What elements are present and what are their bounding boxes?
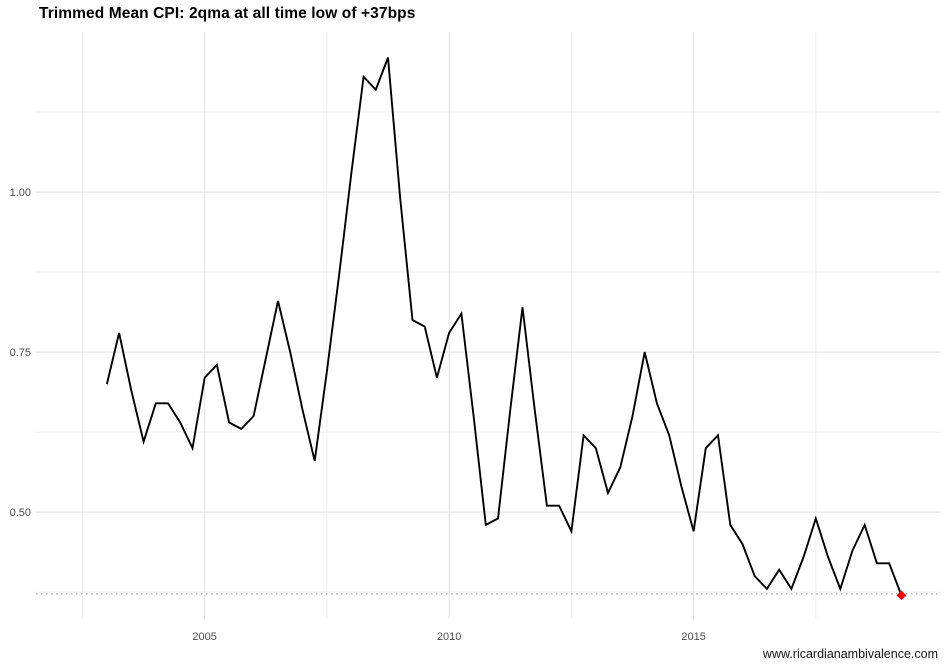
y-axis-tick-label: 0.50	[10, 507, 31, 519]
y-axis-tick-label: 0.75	[10, 347, 31, 359]
x-axis-tick-label: 2015	[681, 631, 705, 643]
x-axis-tick-label: 2010	[437, 631, 461, 643]
latest-value-marker	[896, 590, 907, 601]
cpi-2qma-series-line	[105, 57, 903, 596]
y-axis-tick-label: 1.00	[10, 187, 31, 199]
chart-title: Trimmed Mean CPI: 2qma at all time low o…	[39, 5, 416, 22]
watermark-text: www.ricardianambivalence.com	[762, 647, 938, 661]
x-axis-tick-label: 2005	[192, 631, 216, 643]
